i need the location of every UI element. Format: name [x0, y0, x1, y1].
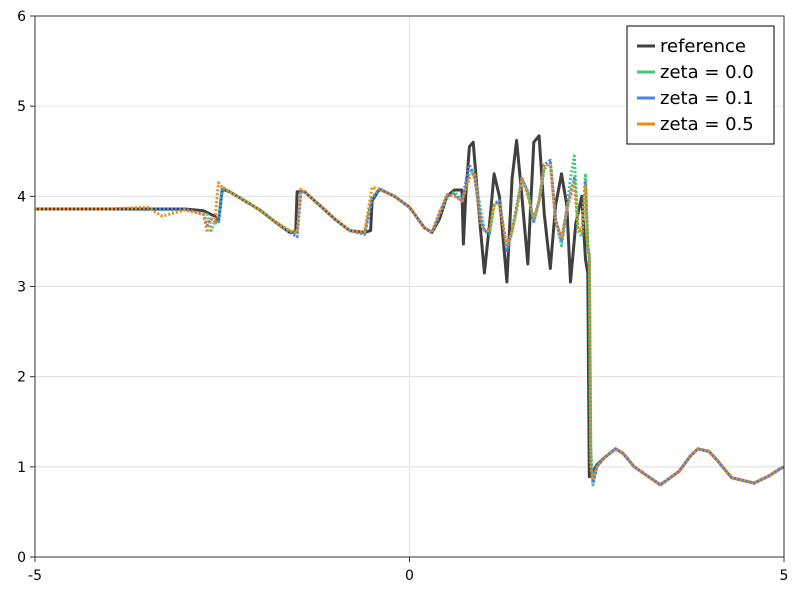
y-tick-label: 2	[17, 370, 26, 386]
legend-label: zeta = 0.5	[660, 114, 754, 135]
legend-label: reference	[660, 36, 746, 57]
legend-label: zeta = 0.1	[660, 88, 754, 109]
x-tick-label: 0	[405, 568, 414, 584]
series-line-2	[35, 158, 785, 487]
y-tick-label: 6	[17, 9, 26, 25]
legend-label: zeta = 0.0	[660, 62, 754, 83]
series-layer	[35, 134, 785, 487]
y-tick-label: 1	[17, 460, 26, 476]
y-tick-label: 3	[17, 280, 26, 296]
y-tick-label: 0	[17, 550, 26, 566]
y-tick-label: 5	[17, 99, 26, 115]
x-tick-label: 5	[780, 568, 789, 584]
y-tick-label: 4	[17, 189, 26, 205]
x-tick-label: -5	[28, 568, 42, 584]
legend: reference zeta = 0.0 zeta = 0.1 zeta = 0.5	[626, 25, 775, 145]
series-line-3	[35, 163, 785, 487]
